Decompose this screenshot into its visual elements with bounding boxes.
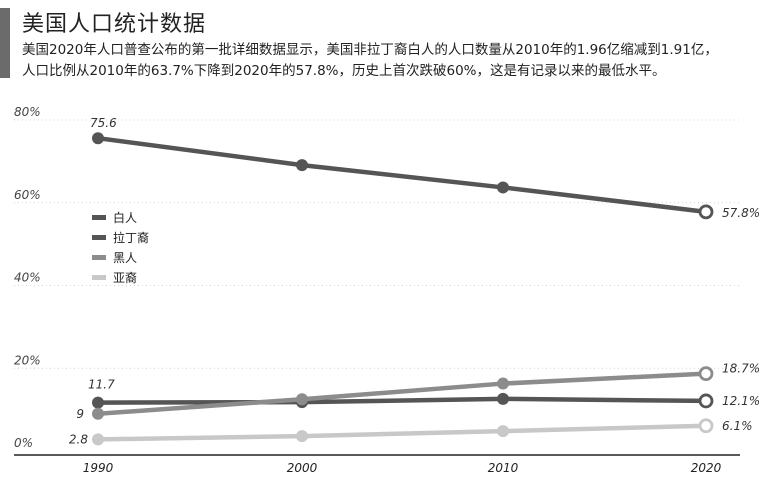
x-tick-label: 1990 xyxy=(83,461,114,475)
data-point xyxy=(497,181,509,194)
data-point xyxy=(92,407,104,420)
data-point xyxy=(497,392,509,405)
data-label-end: 57.8% xyxy=(722,206,760,220)
subtitle-line-1: 美国2020年人口普查公布的第一批详细数据显示，美国非拉丁裔白人的人口数量从20… xyxy=(22,42,718,58)
data-label-end: 6.1% xyxy=(722,419,753,433)
legend-swatch xyxy=(92,275,106,280)
data-label-start: 9 xyxy=(76,407,84,421)
data-point xyxy=(92,433,104,446)
series-line xyxy=(97,371,707,417)
legend-label: 亚裔 xyxy=(113,270,137,285)
series-0: 75.6 57.8% xyxy=(90,116,760,220)
series-1: 11.7 12.1% xyxy=(88,378,760,409)
data-label-start: 2.8 xyxy=(69,432,88,446)
y-tick-label: 0% xyxy=(14,436,33,450)
data-point xyxy=(497,425,509,438)
chart-title: 美国人口统计数据 xyxy=(22,12,207,37)
legend-label: 白人 xyxy=(113,210,137,225)
x-tick-label: 2020 xyxy=(691,461,722,475)
x-tick-label: 2010 xyxy=(488,461,519,475)
data-point xyxy=(497,377,509,390)
data-point xyxy=(92,396,104,409)
series-line xyxy=(97,135,707,215)
y-tick-label: 40% xyxy=(14,271,41,285)
y-tick-label: 20% xyxy=(14,353,41,367)
series-2: 9 18.7% xyxy=(76,362,760,421)
legend-swatch xyxy=(92,215,106,220)
legend-swatch xyxy=(92,255,106,260)
series-line xyxy=(97,396,707,405)
data-point xyxy=(296,159,308,172)
legend-label: 拉丁裔 xyxy=(113,230,149,245)
series-3: 2.8 6.1% xyxy=(69,418,753,446)
data-point xyxy=(92,132,104,145)
title-accent-bar xyxy=(0,8,10,78)
chart-subtitle: 美国2020年人口普查公布的第一批详细数据显示，美国非拉丁裔白人的人口数量从20… xyxy=(22,40,762,82)
x-tick-label: 2000 xyxy=(287,461,318,475)
legend-swatch xyxy=(92,235,106,240)
y-tick-label: 80% xyxy=(14,105,41,119)
data-label-end: 12.1% xyxy=(722,394,760,408)
data-point xyxy=(296,430,308,443)
y-tick-label: 60% xyxy=(14,188,41,202)
data-label-start: 11.7 xyxy=(88,378,115,392)
data-point xyxy=(296,393,308,406)
data-point-end xyxy=(698,418,714,434)
data-point-end xyxy=(698,393,714,409)
data-label-start: 75.6 xyxy=(90,116,117,130)
legend-label: 黑人 xyxy=(113,251,137,265)
series-line xyxy=(97,423,707,442)
data-point-end xyxy=(698,366,714,382)
subtitle-line-2: 人口比例从2010年的63.7%下降到2020年的57.8%，历史上首次跌破60… xyxy=(22,63,666,79)
data-point-end xyxy=(698,204,714,220)
data-label-end: 18.7% xyxy=(722,362,760,376)
